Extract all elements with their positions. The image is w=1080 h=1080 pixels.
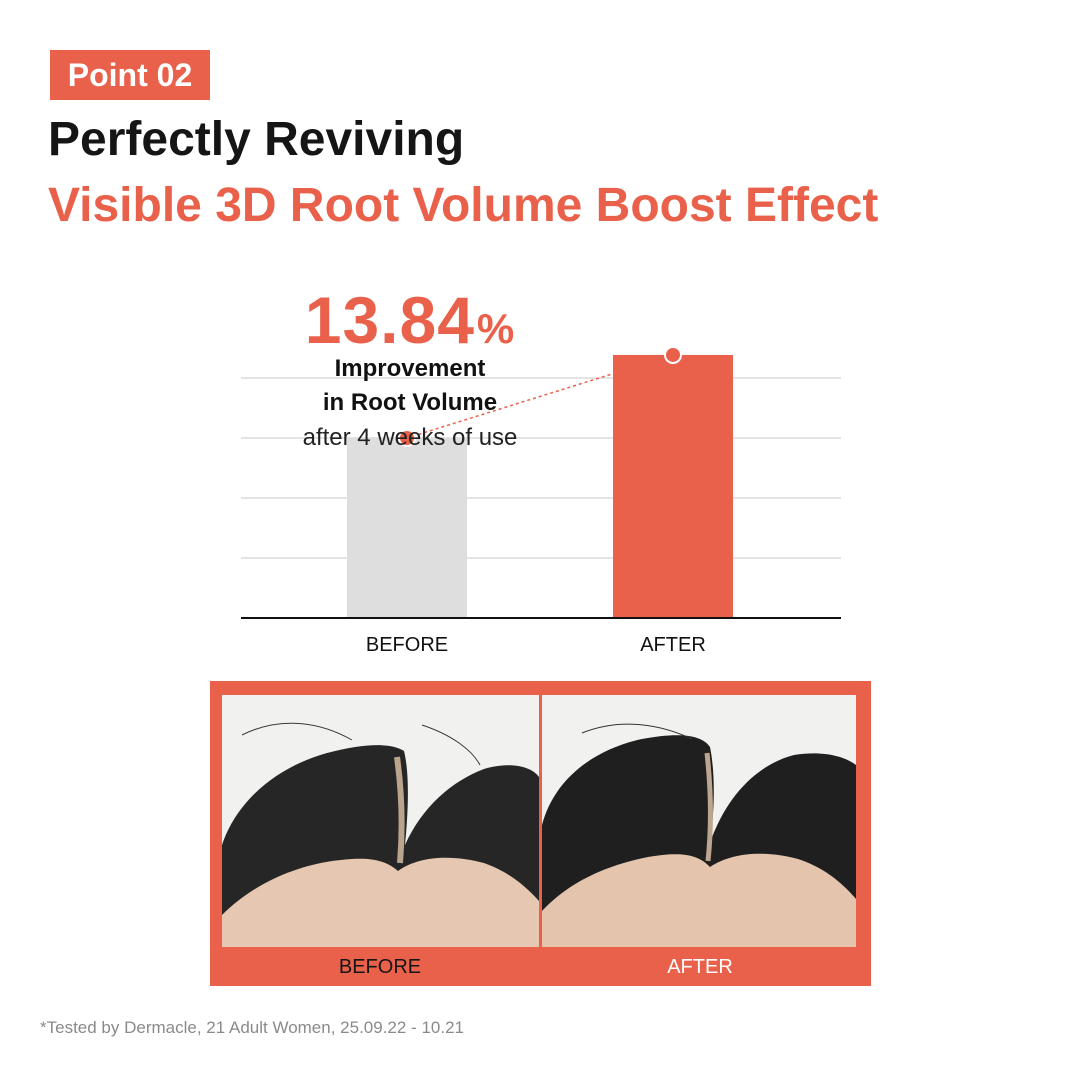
headline-primary: Perfectly Reviving — [48, 113, 465, 166]
trend-connector — [406, 354, 674, 439]
marker-dot-after — [664, 345, 682, 364]
point-badge: Point 02 — [50, 50, 210, 100]
x-tick-before: BEFORE — [366, 634, 448, 656]
improvement-number: 13.84 — [304, 283, 475, 357]
before-after-photo-panel: BEFORE AFTER — [210, 681, 871, 986]
improvement-period: after 4 weeks of use — [302, 424, 518, 451]
bar-after — [613, 354, 733, 618]
after-scalp-photo — [542, 695, 856, 947]
headline-accent: Visible 3D Root Volume Boost Effect — [48, 179, 879, 232]
improvement-value: 13.84% — [230, 282, 590, 358]
before-photo-label: BEFORE — [338, 956, 422, 978]
improvement-subject: in Root Volume — [322, 389, 498, 416]
before-scalp-photo — [222, 695, 539, 947]
root-volume-chart: BEFORE AFTER — [241, 345, 841, 656]
bar-before — [347, 438, 467, 618]
marker-dot-before — [398, 429, 416, 447]
improvement-label: Improvement — [334, 355, 486, 382]
x-tick-after: AFTER — [640, 634, 706, 656]
test-footnote: *Tested by Dermacle, 21 Adult Women, 25.… — [40, 1018, 464, 1037]
after-photo-label: AFTER — [667, 956, 733, 978]
improvement-unit: % — [476, 305, 516, 352]
